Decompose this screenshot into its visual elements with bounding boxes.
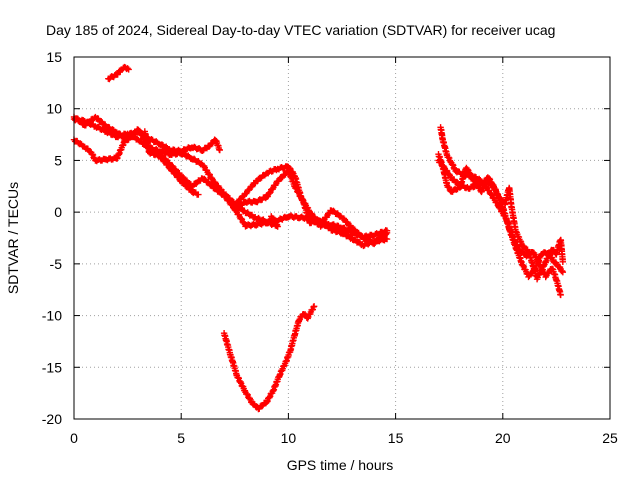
data-point-markers [105,63,132,83]
x-tick-label: 5 [177,430,185,446]
y-tick-label: 0 [54,204,62,220]
x-axis-label: GPS time / hours [287,457,394,473]
x-axis-ticks: 0 5 10 15 20 25 [70,57,618,446]
data-points [70,63,567,413]
series-track-7 [105,63,132,83]
plot-frame [73,56,611,420]
y-tick-label: -20 [42,411,62,427]
y-axis-label: SDTVAR / TECUs [5,182,21,294]
y-tick-label: -5 [50,256,63,272]
plot-border [73,56,611,420]
grid-lines [74,57,610,419]
data-point-markers [435,151,567,283]
chart-title: Day 185 of 2024, Sidereal Day-to-day VTE… [46,22,555,38]
x-tick-label: 15 [388,430,404,446]
y-tick-label: 15 [46,49,62,65]
x-tick-label: 10 [281,430,297,446]
x-tick-label: 20 [495,430,511,446]
y-axis-ticks: -20 -15 -10 -5 0 5 10 15 [42,49,610,427]
data-point-markers [220,303,318,413]
y-tick-label: -10 [42,308,62,324]
series-track-4 [141,128,202,198]
y-tick-label: 10 [46,101,62,117]
data-point-markers [141,128,202,198]
series-track-11 [435,151,567,283]
series-track-6 [233,167,391,250]
y-tick-label: 5 [54,152,62,168]
series-track-8 [220,303,318,413]
x-tick-label: 0 [70,430,78,446]
data-point-markers [233,167,391,250]
y-tick-label: -15 [42,359,62,375]
x-tick-label: 25 [602,430,618,446]
